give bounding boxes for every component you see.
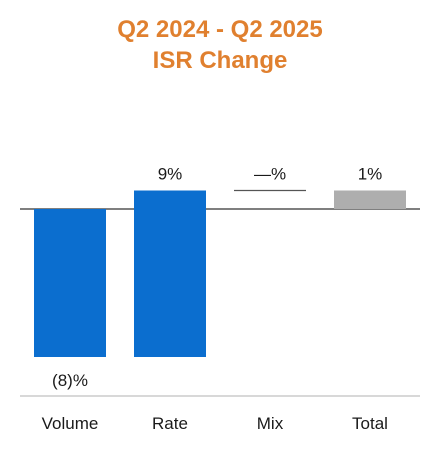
category-label-mix: Mix	[257, 414, 284, 433]
chart-title: Q2 2024 - Q2 2025	[117, 16, 323, 43]
bar-volume	[34, 209, 106, 357]
data-label-volume: (8)%	[52, 371, 88, 390]
bar-rate	[134, 190, 206, 357]
chart-subtitle: ISR Change	[152, 47, 288, 74]
category-label-rate: Rate	[152, 414, 188, 433]
data-label-total: 1%	[358, 165, 383, 184]
data-label-rate: 9%	[158, 165, 183, 184]
bar-total	[334, 190, 406, 209]
category-label-total: Total	[352, 414, 388, 433]
data-label-mix: —%	[254, 165, 286, 184]
category-label-volume: Volume	[42, 414, 99, 433]
